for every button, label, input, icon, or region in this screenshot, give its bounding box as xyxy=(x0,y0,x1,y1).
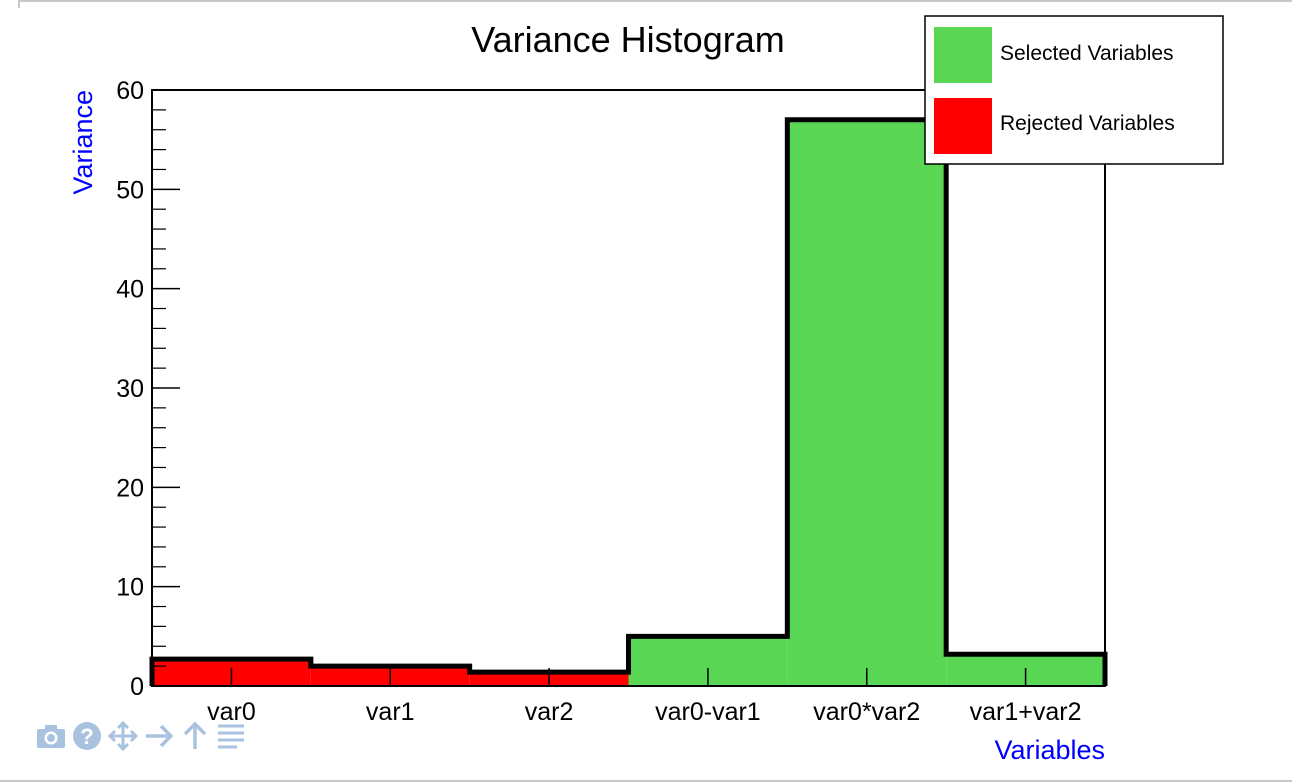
x-tick-label: var0*var2 xyxy=(813,698,920,726)
plot-toolbar: ? xyxy=(34,716,248,756)
x-axis: var0 var1 var2 var0-var1 var0*var2 var1+var2 xyxy=(207,668,1082,726)
y-tick-label: 0 xyxy=(130,673,144,701)
y-tick-label: 10 xyxy=(116,574,144,602)
x-tick-label: var1+var2 xyxy=(970,698,1082,726)
x-tick-label: var1 xyxy=(366,698,415,726)
frame-left-border xyxy=(18,0,20,8)
legend-swatch-rejected xyxy=(934,98,992,154)
y-axis-label: Variance xyxy=(68,90,98,195)
arrow-up-icon[interactable] xyxy=(178,718,212,754)
x-tick-label: var0-var1 xyxy=(655,698,761,726)
legend-label-selected: Selected Variables xyxy=(1000,42,1174,65)
frame-top-border xyxy=(18,0,1292,6)
move-icon[interactable] xyxy=(106,718,140,754)
x-tick-label: var2 xyxy=(525,698,574,726)
bars-group xyxy=(149,117,1108,687)
legend-label-rejected: Rejected Variables xyxy=(1000,112,1175,135)
help-icon[interactable]: ? xyxy=(70,718,104,754)
frame-bottom-border xyxy=(0,780,1292,782)
y-tick-label: 20 xyxy=(116,474,144,502)
chart-title: Variance Histogram xyxy=(471,19,784,60)
y-tick-label: 60 xyxy=(116,77,144,105)
x-axis-label: Variables xyxy=(994,735,1105,765)
y-tick-label: 50 xyxy=(116,176,144,204)
arrow-right-icon[interactable] xyxy=(142,718,176,754)
y-tick-label: 40 xyxy=(116,276,144,304)
y-tick-label: 30 xyxy=(116,375,144,403)
histogram-outline xyxy=(149,117,1108,686)
legend-swatch-selected xyxy=(934,27,992,83)
camera-icon[interactable] xyxy=(34,718,68,754)
legend: Selected Variables Rejected Variables xyxy=(924,15,1224,165)
bar-var0*var2 xyxy=(787,119,947,687)
plot-frame xyxy=(151,89,1106,687)
y-axis: 0 10 20 30 40 50 60 xyxy=(116,77,180,701)
menu-lines-icon[interactable] xyxy=(214,718,248,754)
svg-text:?: ? xyxy=(80,724,93,749)
x-tick-label: var0 xyxy=(207,698,256,726)
